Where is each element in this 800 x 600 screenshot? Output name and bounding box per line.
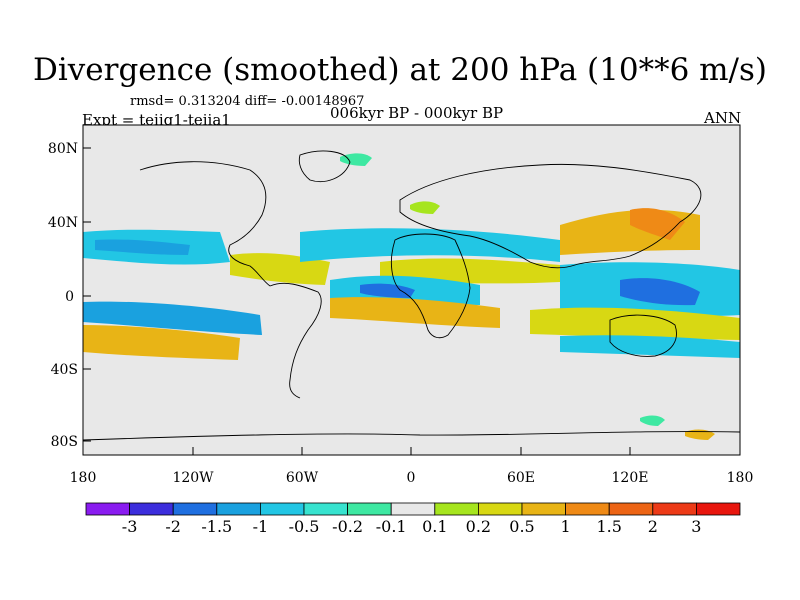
colorbar-label: -0.5 bbox=[288, 517, 320, 536]
x-tick-60w: 60W bbox=[286, 470, 319, 486]
colorbar-swatch bbox=[259, 502, 305, 516]
colorbar-label: -1 bbox=[252, 517, 269, 536]
field-band-south-atlantic bbox=[330, 297, 500, 328]
colorbar-swatch bbox=[608, 502, 654, 516]
y-tick-40n: 40N bbox=[48, 215, 78, 231]
coast-north-america bbox=[139, 161, 271, 287]
field-band-south-indian bbox=[530, 307, 740, 340]
x-tick-0: 0 bbox=[407, 470, 416, 486]
y-tick-80n: 80N bbox=[48, 141, 78, 157]
colorbar-label: 3 bbox=[691, 517, 702, 536]
colorbar-label: -0.1 bbox=[375, 517, 407, 536]
coast-antarctica bbox=[83, 431, 740, 441]
colorbar-swatch bbox=[652, 502, 697, 516]
coast-eurasia bbox=[399, 163, 702, 269]
field-patch-europe bbox=[410, 201, 440, 214]
season-label: ANN bbox=[704, 109, 742, 127]
coast-africa bbox=[390, 233, 471, 339]
x-tick-120w: 120W bbox=[172, 470, 214, 486]
coastlines bbox=[83, 150, 740, 441]
colorbar-label: 0.1 bbox=[422, 517, 448, 536]
colorbar-swatch bbox=[216, 502, 261, 516]
field-band-north-west-core bbox=[95, 239, 190, 255]
field-band-asia-n-core bbox=[630, 208, 685, 240]
field-band-south-indian-blue bbox=[560, 335, 740, 358]
x-tick-60e: 60E bbox=[507, 470, 535, 486]
colorbar-labels: -3 -2 -1.5 -1 -0.5 -0.2 -0.1 0.1 0.2 0.5 1 1.5 2 3 bbox=[0, 517, 800, 541]
field-band-equator-pacific-core bbox=[620, 278, 700, 306]
colorbar-label: 2 bbox=[647, 517, 658, 536]
colorbar-label: 1 bbox=[560, 517, 571, 536]
colorbar-label: 0.5 bbox=[509, 517, 535, 536]
x-tick-120e: 120E bbox=[612, 470, 649, 486]
y-tick-40s: 40S bbox=[51, 362, 78, 378]
colorbar-swatch bbox=[696, 502, 741, 516]
colorbar-label: -2 bbox=[165, 517, 181, 536]
colorbar bbox=[85, 502, 741, 516]
field-band-south-pacific bbox=[83, 301, 262, 335]
field-patch-arctic bbox=[340, 153, 372, 166]
colorbar-swatch bbox=[129, 502, 174, 516]
colorbar-swatch bbox=[303, 502, 348, 516]
y-tick-80s: 80S bbox=[51, 434, 78, 450]
map-plot: 80N 40N 0 40S 80S 180 120W 60W 0 60E 120… bbox=[48, 124, 754, 486]
x-tick-180-right: 180 bbox=[727, 470, 754, 486]
chart-title: Divergence (smoothed) at 200 hPa (10**6 … bbox=[33, 52, 767, 88]
coast-australia bbox=[609, 314, 677, 357]
colorbar-swatch bbox=[521, 502, 566, 516]
field-patch-antarctic-2 bbox=[685, 429, 715, 440]
y-tick-0: 0 bbox=[65, 289, 74, 305]
field-band-equator-atlantic-core bbox=[360, 283, 415, 298]
coast-south-america bbox=[269, 282, 322, 399]
stats-label: rmsd= 0.313204 diff= -0.00148967 bbox=[130, 94, 365, 109]
divergence-field bbox=[83, 153, 740, 440]
x-tick-180-left: 180 bbox=[70, 470, 97, 486]
colorbar-swatch bbox=[434, 502, 479, 516]
colorbar-swatch bbox=[85, 502, 130, 516]
colorbar-swatch bbox=[565, 502, 610, 516]
period-label: 006kyr BP - 000kyr BP bbox=[330, 104, 504, 122]
colorbar-label: 1.5 bbox=[596, 517, 622, 536]
field-band-south-pacific-yellow bbox=[83, 325, 240, 360]
colorbar-label: 0.2 bbox=[465, 517, 492, 536]
colorbar-label: -1.5 bbox=[201, 517, 233, 536]
colorbar-label: -0.2 bbox=[332, 517, 364, 536]
colorbar-label: -3 bbox=[121, 517, 138, 536]
colorbar-swatch bbox=[477, 502, 523, 516]
field-patch-antarctic bbox=[640, 415, 665, 426]
axis-ticks bbox=[83, 147, 631, 455]
coast-greenland bbox=[298, 150, 351, 182]
colorbar-swatch bbox=[172, 502, 218, 516]
colorbar-swatch bbox=[347, 502, 392, 516]
colorbar-swatch bbox=[390, 502, 436, 516]
field-band-atlantic-n bbox=[300, 228, 560, 262]
